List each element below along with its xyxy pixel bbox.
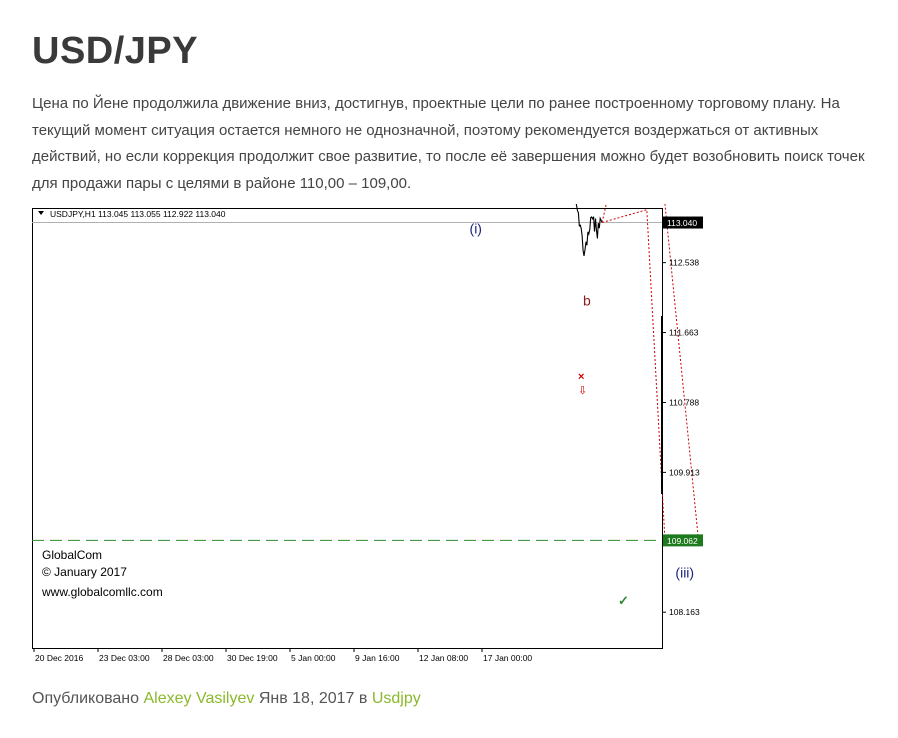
chart-container: Diagonal[X]ii[B]iv[A][Y]i[C]iiiv(i)abc(i…: [32, 0, 737, 664]
price-tag-bg-1: [663, 216, 703, 229]
watermark-date: © January 2017: [42, 565, 127, 579]
usdjpy-chart: Diagonal[X]ii[B]iv[A][Y]i[C]iiiv(i)abc(i…: [32, 0, 737, 663]
target-check-icon: ✓: [618, 593, 629, 608]
y-tick-label-10: 110.788: [669, 397, 699, 407]
x-tick-label-2: 28 Dec 03:00: [163, 653, 214, 663]
price-tag-label-2: 109.062: [667, 536, 698, 546]
wave-label-11: (i): [470, 221, 482, 237]
y-tick-label-11: 109.913: [669, 467, 700, 477]
x-tick-label-6: 12 Jan 08:00: [419, 653, 468, 663]
stop-cross-icon: ×: [578, 371, 584, 383]
category-link[interactable]: Usdjpy: [371, 690, 421, 707]
meta-in: в: [358, 690, 368, 707]
post-title: USD/JPY: [32, 30, 199, 72]
watermark-brand: GlobalCom: [42, 548, 102, 562]
y-tick-label-8: 112.538: [669, 258, 699, 268]
x-tick-label-1: 23 Dec 03:00: [99, 653, 150, 663]
wave-label-18: (iii): [675, 564, 694, 580]
wave-label-13: b: [583, 293, 591, 309]
price-tag-label-1: 113.040: [667, 218, 697, 228]
header-triangle-icon: [38, 211, 44, 215]
x-tick-label-0: 20 Dec 2016: [35, 653, 83, 663]
y-tick-label-12: 108.163: [669, 607, 700, 617]
author-link[interactable]: Alexey Vasilyev: [143, 690, 255, 707]
x-tick-label-4: 5 Jan 00:00: [291, 653, 336, 663]
post-body: Цена по Йене продолжила движение вниз, д…: [32, 91, 872, 197]
meta-prefix: Опубликовано: [32, 690, 140, 707]
x-tick-label-3: 30 Dec 19:00: [227, 653, 278, 663]
y-tick-label-9: 111.663: [669, 328, 699, 338]
chart-symbol-header: USDJPY,H1 113.045 113.055 112.922 113.04…: [50, 209, 226, 219]
x-tick-label-5: 9 Jan 16:00: [355, 653, 400, 663]
post-meta: Опубликовано Alexey Vasilyev Янв 18, 201…: [32, 690, 421, 708]
watermark-site: www.globalcomllc.com: [41, 585, 163, 599]
post-paragraph: Цена по Йене продолжила движение вниз, д…: [32, 95, 865, 192]
wave-label-10: v: [472, 204, 479, 205]
sell-arrow-icon: ⇩: [578, 385, 587, 397]
forecast-iii: [601, 209, 666, 538]
post-date: Янв 18, 2017: [258, 690, 355, 707]
price-tag-bg-2: [663, 534, 703, 547]
plot-frame: [32, 208, 663, 649]
x-tick-label-7: 17 Jan 00:00: [483, 653, 532, 663]
forecast-ii-c: [601, 21, 700, 546]
